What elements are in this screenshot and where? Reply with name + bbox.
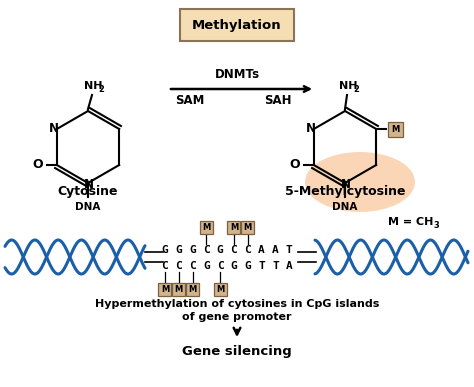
Text: O: O (290, 158, 300, 171)
Text: G: G (203, 261, 210, 271)
Text: 3: 3 (433, 221, 439, 231)
Text: C: C (189, 261, 196, 271)
FancyBboxPatch shape (388, 122, 403, 137)
Text: NH: NH (84, 81, 102, 91)
FancyBboxPatch shape (158, 283, 172, 296)
Text: M: M (391, 125, 399, 134)
Text: NH: NH (339, 81, 357, 91)
Text: M: M (189, 284, 197, 293)
Text: G: G (245, 261, 251, 271)
Text: M: M (230, 223, 238, 231)
Text: DNA: DNA (332, 202, 358, 212)
Text: G: G (231, 261, 237, 271)
Text: A: A (258, 245, 265, 255)
Text: M: M (244, 223, 252, 231)
FancyBboxPatch shape (180, 9, 294, 41)
Text: SAM: SAM (175, 94, 205, 108)
Text: T: T (272, 261, 279, 271)
Text: M: M (175, 284, 183, 293)
Text: T: T (258, 261, 265, 271)
Text: G: G (162, 245, 168, 255)
Text: DNMTs: DNMTs (214, 67, 260, 80)
Text: C: C (217, 261, 224, 271)
FancyBboxPatch shape (200, 221, 213, 233)
Text: N: N (306, 122, 316, 135)
Text: C: C (162, 261, 168, 271)
Text: Hypermethylation of cytosines in CpG islands: Hypermethylation of cytosines in CpG isl… (95, 299, 379, 309)
Text: T: T (286, 245, 292, 255)
Text: M = CH: M = CH (388, 217, 433, 227)
Text: C: C (231, 245, 237, 255)
Ellipse shape (305, 152, 415, 212)
Text: M: M (202, 223, 210, 231)
Text: C: C (245, 245, 251, 255)
Text: C: C (203, 245, 210, 255)
Text: Cytosine: Cytosine (58, 185, 118, 199)
Text: 5-Methylcytosine: 5-Methylcytosine (285, 185, 405, 199)
Text: M: M (216, 284, 224, 293)
Text: 2: 2 (353, 86, 359, 94)
Text: G: G (175, 245, 182, 255)
Text: N: N (341, 178, 351, 190)
Text: C: C (175, 261, 182, 271)
FancyBboxPatch shape (173, 283, 185, 296)
Text: of gene promoter: of gene promoter (182, 312, 292, 322)
Text: 2: 2 (98, 86, 104, 94)
FancyBboxPatch shape (214, 283, 227, 296)
Text: G: G (189, 245, 196, 255)
FancyBboxPatch shape (241, 221, 254, 233)
Text: N: N (84, 178, 94, 190)
Text: Gene silencing: Gene silencing (182, 346, 292, 358)
Text: M: M (161, 284, 169, 293)
Text: SAH: SAH (264, 94, 292, 108)
FancyBboxPatch shape (228, 221, 240, 233)
Text: A: A (272, 245, 279, 255)
Text: N: N (49, 122, 59, 135)
Text: O: O (33, 158, 43, 171)
Text: DNA: DNA (75, 202, 100, 212)
Text: Methylation: Methylation (192, 19, 282, 31)
Text: G: G (217, 245, 224, 255)
Text: A: A (286, 261, 292, 271)
FancyBboxPatch shape (186, 283, 199, 296)
